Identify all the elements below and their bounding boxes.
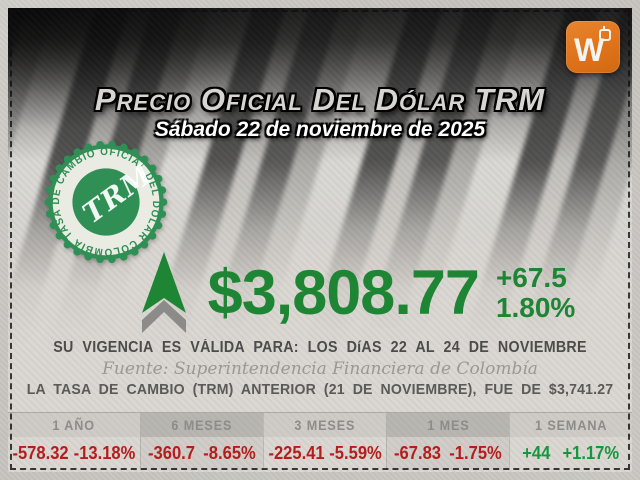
column-change: -67.83 bbox=[394, 443, 442, 463]
up-arrow-icon bbox=[141, 252, 186, 333]
brand-pin-icon bbox=[599, 26, 611, 41]
column-change: -360.7 bbox=[148, 443, 196, 463]
column-change: -225.41 bbox=[268, 443, 325, 463]
column-percent: -1.75% bbox=[449, 443, 502, 463]
column-percent: -13.18% bbox=[73, 443, 136, 463]
price-row: $3,808.77 +67.5 1.80% bbox=[86, 244, 626, 342]
validity-note: SU VIGENCIA ES VÁLIDA PARA: LOS DíAS 22 … bbox=[53, 339, 587, 356]
column-percent: +1.17% bbox=[562, 443, 619, 463]
price-change-percent: 1.80% bbox=[495, 292, 576, 323]
table-column-6-months: 6 MESES -360.7 -8.65% bbox=[140, 413, 264, 470]
column-percent: -5.59% bbox=[329, 443, 382, 463]
table-column-1-year: 1 AÑO -578.32 -13.18% bbox=[8, 413, 141, 470]
column-header: 1 MES bbox=[426, 417, 470, 433]
price-change-absolute: +67.5 bbox=[495, 262, 567, 294]
table-column-1-month: 1 MES -67.83 -1.75% bbox=[386, 413, 510, 470]
previous-rate-note: LA TASA DE CAMBIO (TRM) ANTERIOR (21 DE … bbox=[26, 381, 614, 398]
column-change: -578.32 bbox=[12, 443, 69, 463]
column-header: 6 MESES bbox=[171, 417, 233, 433]
poster-date: Sábado 22 de noviembre de 2025 bbox=[154, 118, 486, 141]
poster-inner: W Precio Oficial Del Dólar TRM Sábado 22… bbox=[8, 8, 632, 472]
brand-logo: W bbox=[566, 21, 620, 73]
poster-title: Precio Oficial Del Dólar TRM bbox=[94, 82, 546, 117]
source-note: Fuente: Superintendencia Financiera de C… bbox=[102, 359, 538, 379]
column-percent: -8.65% bbox=[202, 443, 256, 463]
price-change: +67.5 1.80% bbox=[496, 263, 575, 322]
column-header: 1 AÑO bbox=[52, 417, 96, 433]
table-column-1-week: 1 SEMANA +44 +1.17% bbox=[509, 413, 632, 470]
table-column-3-months: 3 MESES -225.41 -5.59% bbox=[263, 413, 387, 470]
trm-price-value: $3,808.77 bbox=[207, 258, 480, 328]
historical-change-table: 1 AÑO -578.32 -13.18% 6 MESES -360.7 -8.… bbox=[8, 412, 632, 470]
trm-official-seal: TASA DE CAMBIO OFICIAL DEL DOLAR COLOMBI… bbox=[44, 140, 168, 264]
column-change: +44 bbox=[521, 443, 550, 463]
column-header: 1 SEMANA bbox=[534, 417, 608, 433]
column-header: 3 MESES bbox=[294, 417, 356, 433]
